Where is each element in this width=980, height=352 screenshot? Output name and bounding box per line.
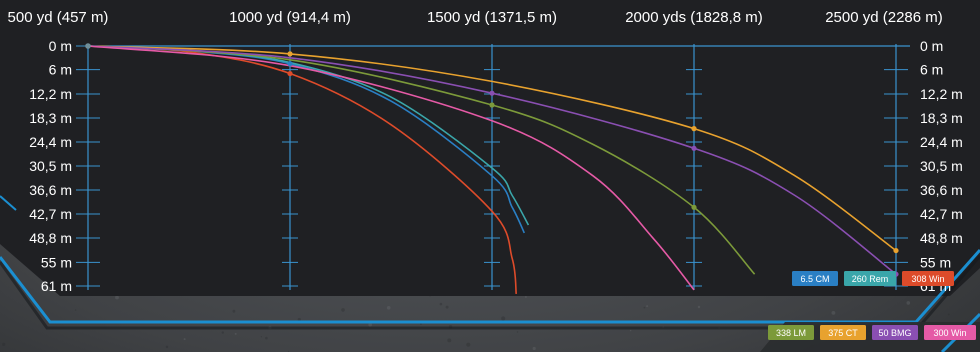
series-line-375-ct: [87, 45, 897, 252]
x-tick-label: 2500 yd (2286 m): [825, 9, 943, 26]
speckle-dot: [232, 309, 236, 313]
speckle-dot: [165, 345, 169, 349]
series-line-50-bmg: [87, 45, 897, 275]
y-tick-label-left: 61 m: [41, 278, 72, 294]
y-tick-label-left: 18,3 m: [29, 110, 72, 126]
speckle-dot: [532, 346, 536, 351]
legend-label: 308 Win: [911, 274, 944, 284]
y-tick-label-left: 0 m: [49, 38, 72, 54]
x-tick-label: 1500 yd (1371,5 m): [427, 9, 557, 26]
speckle-dot: [947, 313, 950, 316]
speckle-dot: [386, 306, 391, 310]
speckle-dot: [466, 342, 471, 347]
legend: 6.5 CM 260 Rem 308 Win 338 LM 375 CT 50 BMG 30…: [768, 271, 976, 340]
y-tick-label-right: 42,7 m: [920, 206, 963, 222]
speckle-dot: [831, 311, 836, 315]
labels-layer: 500 yd (457 m) 1000 yd (914,4 m) 1500 yd (…: [8, 9, 963, 294]
legend-swatch-260-rem: [844, 271, 896, 286]
y-tick-label-right: 48,8 m: [920, 230, 963, 246]
y-tick-label-right: 0 m: [920, 38, 943, 54]
legend-swatch-6-5-cm: [792, 271, 838, 286]
speckle-dot: [629, 329, 632, 332]
speckle-dot: [420, 323, 422, 325]
speckle-dot: [445, 305, 449, 309]
speckle-dot: [2, 342, 6, 346]
data-point: [489, 90, 495, 96]
y-tick-label-left: 42,7 m: [29, 206, 72, 222]
legend-label: 6.5 CM: [800, 274, 829, 284]
y-tick-label-right: 36,6 m: [920, 182, 963, 198]
speckle-dot: [183, 338, 186, 341]
y-tick-label-left: 48,8 m: [29, 230, 72, 246]
x-tick-label: 2000 yds (1828,8 m): [625, 9, 763, 26]
speckle-dot: [368, 322, 373, 327]
y-tick-label-left: 6 m: [49, 62, 72, 78]
markers-layer: [85, 43, 899, 277]
data-point: [691, 204, 697, 210]
legend-swatch-300-win: [924, 325, 976, 340]
x-tick-label: 1000 yd (914,4 m): [229, 9, 351, 26]
speckle-dot: [74, 309, 77, 311]
y-tick-label-left: 24,4 m: [29, 134, 72, 150]
legend-label: 260 Rem: [852, 274, 889, 284]
speckle-dot: [260, 336, 262, 338]
data-point: [287, 61, 293, 67]
panel-frame-shadow: [0, 255, 980, 330]
speckle-dot: [439, 302, 443, 306]
corner-accent-left: [0, 195, 17, 211]
speckle-dot: [234, 332, 237, 335]
speckle-dot: [516, 331, 519, 333]
y-tick-label-left: 30,5 m: [29, 158, 72, 174]
data-point: [287, 70, 293, 77]
y-tick-label-left: 36,6 m: [29, 182, 72, 198]
y-tick-label-right: 18,3 m: [920, 110, 963, 126]
legend-swatch-375-ct: [820, 325, 866, 340]
y-tick-label-right: 55 m: [920, 254, 951, 270]
speckle-dot: [501, 316, 506, 321]
y-tick-label-left: 12,2 m: [29, 86, 72, 102]
data-point: [691, 126, 697, 132]
data-point: [691, 145, 697, 151]
y-tick-label-right: 30,5 m: [920, 158, 963, 174]
speckle-dot: [115, 295, 119, 300]
speckle-dot: [697, 305, 701, 309]
speckle-dot: [906, 301, 911, 305]
y-tick-label-left: 55 m: [41, 254, 72, 270]
legend-label: 375 CT: [828, 328, 858, 338]
series-line-308-win: [87, 45, 517, 294]
speckle-dot: [221, 331, 224, 334]
data-point: [489, 102, 495, 108]
legend-label: 300 Win: [933, 328, 966, 338]
y-tick-label-right: 24,4 m: [920, 134, 963, 150]
y-tick-label-right: 12,2 m: [920, 86, 963, 102]
x-tick-label: 500 yd (457 m): [8, 9, 109, 26]
series-line-300-win: [87, 45, 695, 291]
chart-panel: [0, 0, 980, 296]
legend-label: 50 BMG: [878, 328, 911, 338]
speckle-dot: [447, 338, 452, 343]
data-point: [893, 247, 899, 254]
origin-point: [85, 43, 91, 49]
speckle-dot: [297, 317, 301, 322]
y-tick-label-right: 6 m: [920, 62, 943, 78]
speckle-dot: [524, 296, 527, 298]
speckle-dot: [341, 308, 345, 312]
legend-swatch-50-bmg: [872, 325, 918, 340]
speckle-dot: [265, 336, 268, 340]
speckle-dot: [643, 306, 646, 309]
curves-layer: [87, 45, 897, 294]
legend-swatch-338-lm: [768, 325, 814, 340]
data-point: [287, 51, 293, 57]
legend-swatch-308-win: [902, 271, 954, 286]
speckle-dot: [646, 305, 649, 308]
legend-label: 338 LM: [776, 328, 806, 338]
